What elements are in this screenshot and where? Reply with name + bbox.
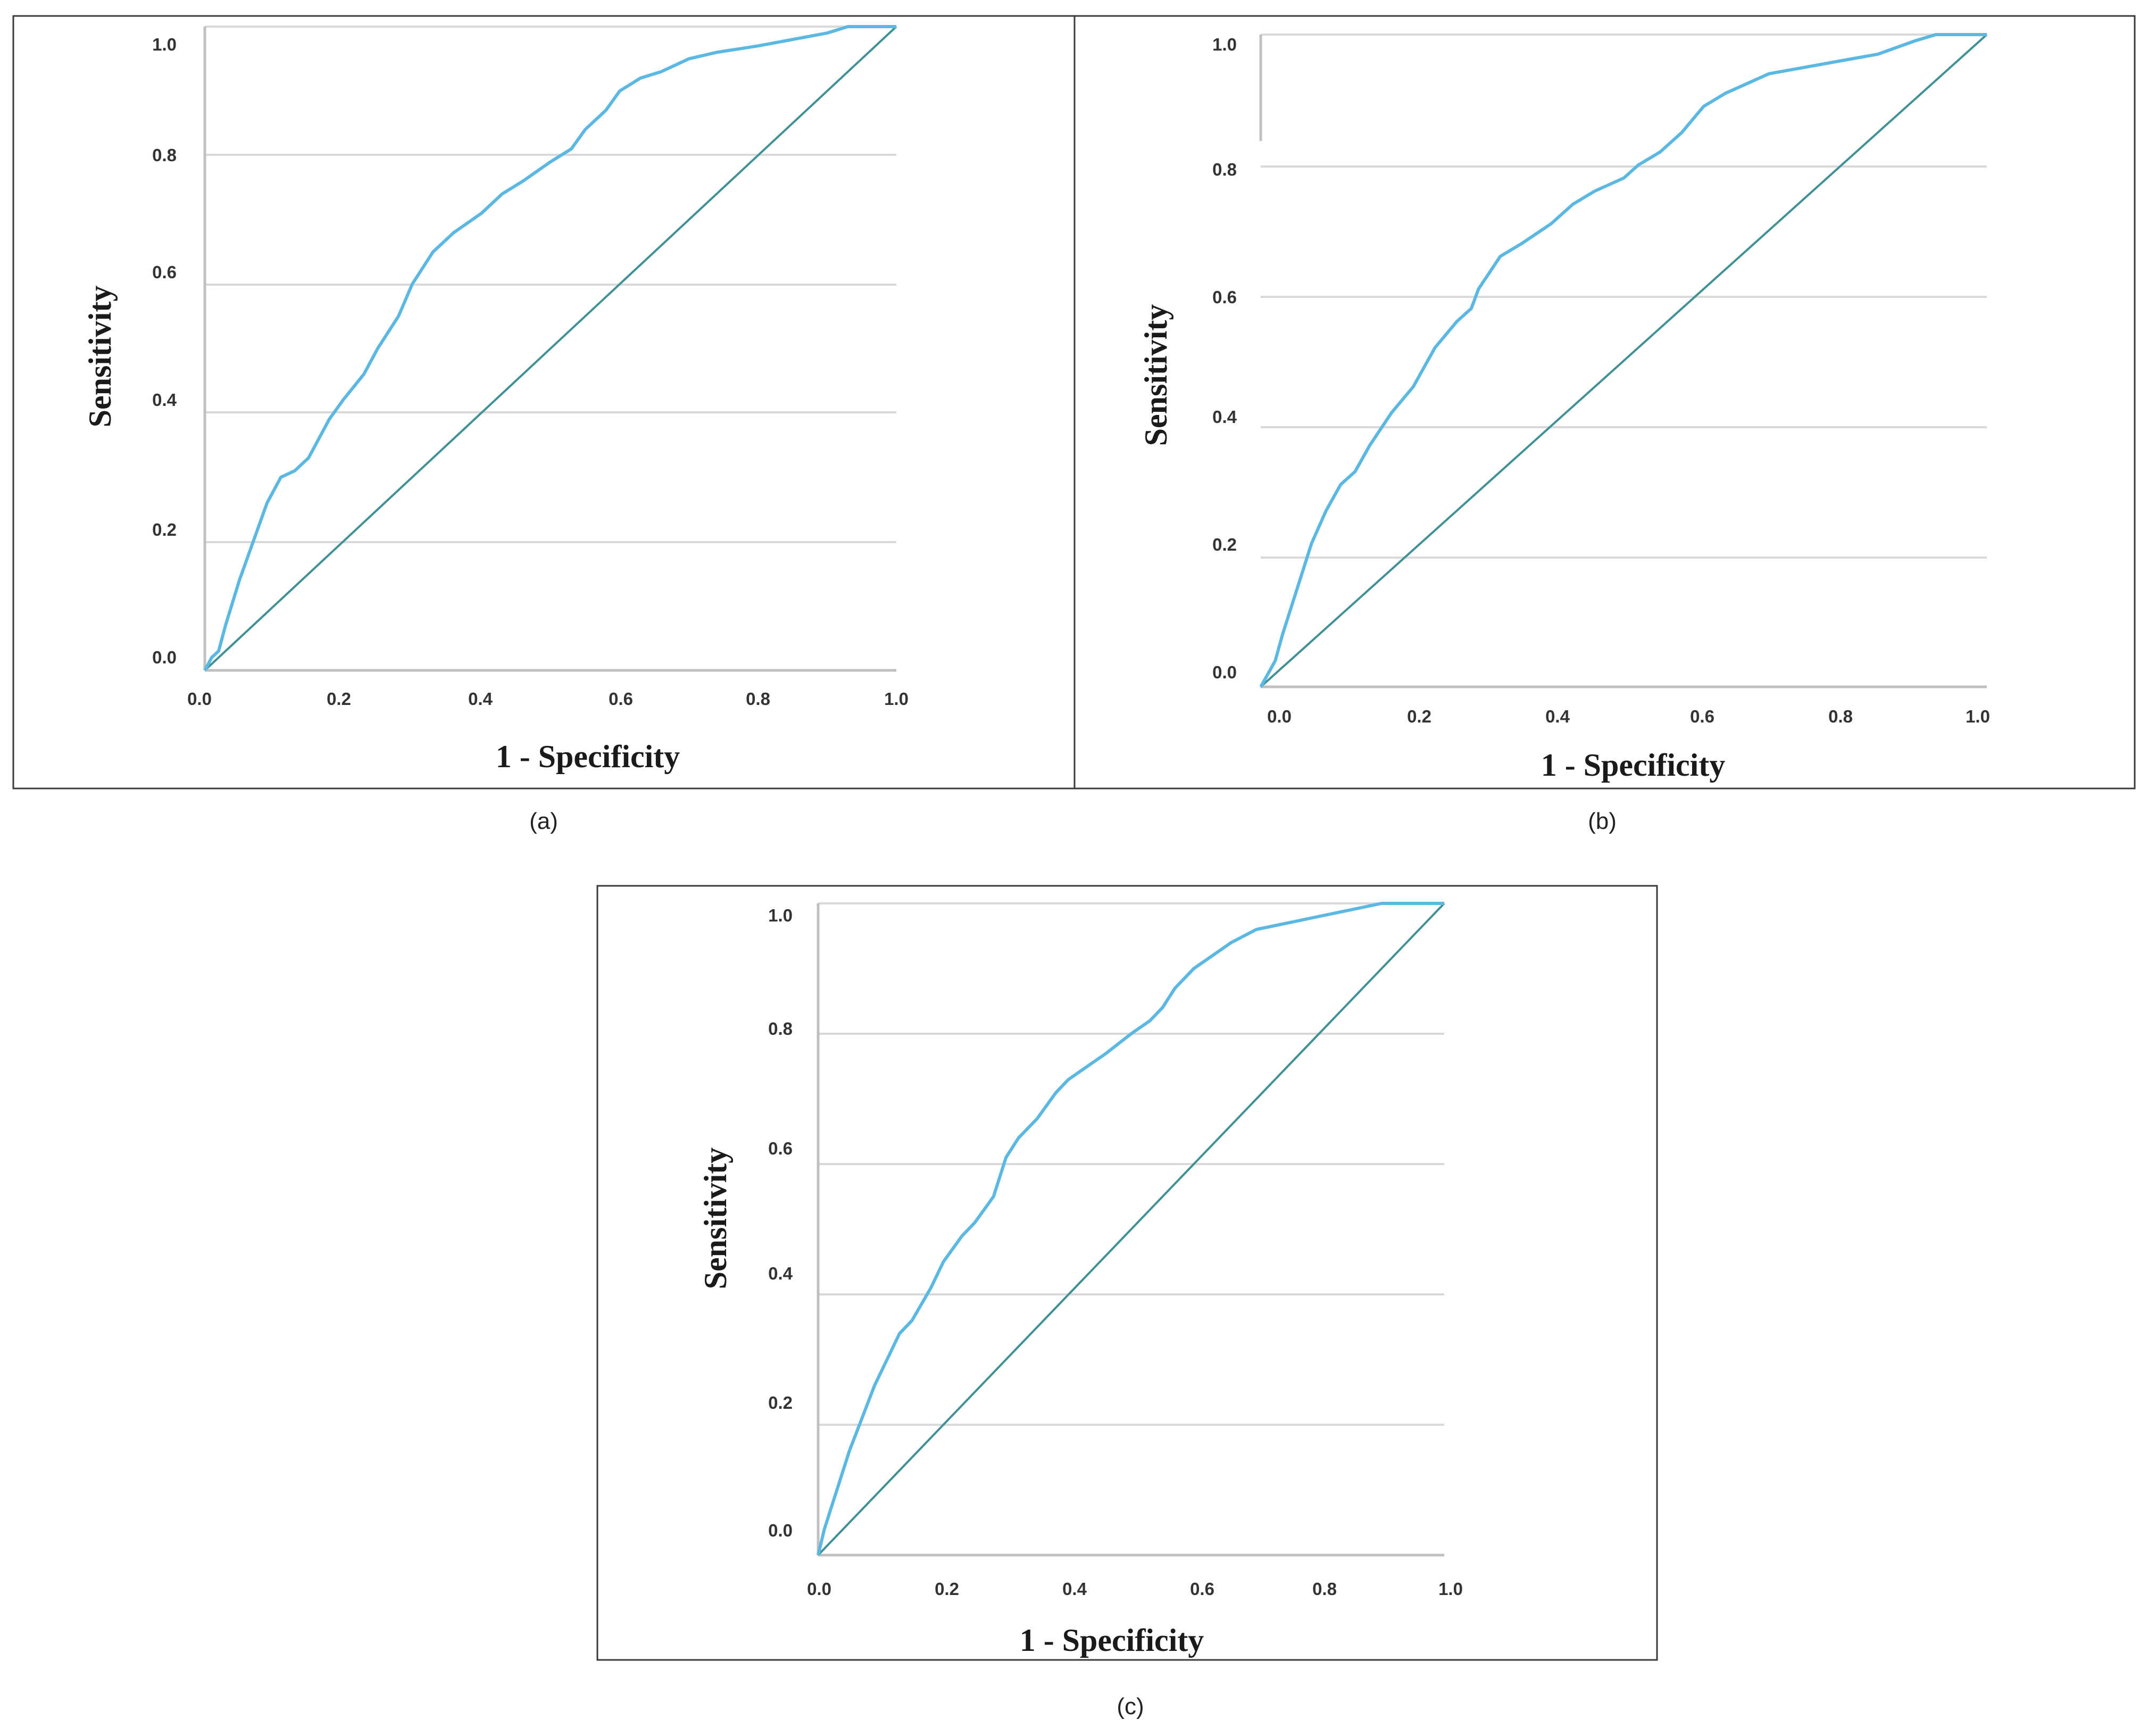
panel-a-xtick-label: 0.8 <box>746 689 770 709</box>
panel-a-ytick-label: 0.2 <box>152 520 177 539</box>
panel-b-ytick-label: 0.6 <box>1212 287 1237 307</box>
panel-b-x-ticks: 0.0 0.2 0.4 0.6 0.8 1.0 <box>1267 707 1990 726</box>
panel-a-ytick-label: 0.0 <box>152 647 177 667</box>
panel-b-ytick-label: 0.8 <box>1212 160 1237 179</box>
panel-a-roc-curve <box>203 25 896 671</box>
panel-c-xtick-label: 0.8 <box>1312 1579 1337 1599</box>
panel-c-xtick-label: 0.0 <box>807 1579 831 1599</box>
panel-b-ytick-label: 1.0 <box>1212 35 1237 54</box>
chart-panel-a: 0.0 0.2 0.4 0.6 0.8 1.0 0.0 0.2 0.4 0.6 … <box>12 15 1076 790</box>
panel-b-xtick-label: 0.6 <box>1690 707 1714 726</box>
panel-a-x-ticks: 0.0 0.2 0.4 0.6 0.8 1.0 <box>187 689 909 709</box>
panel-b-xtick-label: 0.4 <box>1545 707 1570 726</box>
panel-a-x-axis-title: 1 - Specificity <box>496 739 680 774</box>
panel-b-y-axis-title: Sensitivity <box>1138 304 1173 446</box>
panel-a-reference-line <box>204 26 897 671</box>
panel-a-gridlines <box>205 26 896 543</box>
panel-a-xtick-label: 0.0 <box>187 689 212 709</box>
panel-c-ytick-label: 1.0 <box>768 906 793 925</box>
panel-b-xtick-label: 0.2 <box>1407 707 1431 726</box>
panel-b-gridlines <box>1261 34 1987 559</box>
panel-a-y-axis-title: Sensitivity <box>82 286 118 428</box>
panel-b-x-axis-title: 1 - Specificity <box>1541 747 1726 783</box>
panel-b-y-ticks: 0.0 0.2 0.4 0.6 0.8 1.0 <box>1212 35 1237 682</box>
panel-c-xtick-label: 0.2 <box>935 1579 959 1599</box>
panel-b-xtick-label: 1.0 <box>1966 707 1990 726</box>
panel-b-reference-line <box>1260 34 1988 688</box>
panel-c-xtick-label: 0.4 <box>1062 1579 1087 1599</box>
panel-c-x-axis-title: 1 - Specificity <box>1020 1623 1204 1658</box>
chart-panel-c: 0.0 0.2 0.4 0.6 0.8 1.0 0.0 0.2 0.4 0.6 … <box>596 885 1658 1661</box>
panel-b-ytick-label: 0.4 <box>1212 407 1237 427</box>
panel-c-ytick-label: 0.2 <box>768 1393 793 1413</box>
panel-b-roc-curve <box>1259 33 1987 688</box>
panel-a-xtick-label: 0.4 <box>468 689 493 709</box>
panel-c-ytick-label: 0.4 <box>768 1264 793 1283</box>
panel-c-ytick-label: 0.8 <box>768 1019 793 1039</box>
panel-a-ytick-label: 1.0 <box>152 35 177 54</box>
panel-c-x-ticks: 0.0 0.2 0.4 0.6 0.8 1.0 <box>807 1579 1463 1599</box>
panel-a-xtick-label: 0.6 <box>609 689 633 709</box>
panel-c-y-ticks: 0.0 0.2 0.4 0.6 0.8 1.0 <box>768 906 793 1540</box>
panel-a-xtick-label: 0.2 <box>327 689 351 709</box>
panel-a-ytick-label: 0.8 <box>152 145 177 165</box>
panel-a-xtick-label: 1.0 <box>884 689 909 709</box>
chart-panel-b: 0.0 0.2 0.4 0.6 0.8 1.0 0.0 0.2 0.4 0.6 … <box>1073 15 2136 790</box>
panel-b-frame <box>1073 15 2136 790</box>
panel-a-ytick-label: 0.4 <box>152 390 177 410</box>
panel-c-ytick-label: 0.0 <box>768 1521 793 1540</box>
panel-b-xtick-label: 0.0 <box>1267 707 1292 726</box>
panel-c-xtick-label: 1.0 <box>1438 1579 1463 1599</box>
panel-b-ytick-label: 0.0 <box>1212 662 1237 682</box>
panel-c-ytick-label: 0.6 <box>768 1139 793 1158</box>
panel-a-y-ticks: 0.0 0.2 0.4 0.6 0.8 1.0 <box>152 35 177 667</box>
panel-c-y-axis-title: Sensitivity <box>698 1148 733 1290</box>
panel-c-roc-curve <box>817 902 1444 1556</box>
panel-a-caption: (a) <box>529 808 558 834</box>
panel-b-caption: (b) <box>1588 808 1617 834</box>
panel-c-frame <box>596 885 1658 1661</box>
panel-b-xtick-label: 0.8 <box>1828 707 1853 726</box>
panel-c-reference-line <box>817 902 1445 1556</box>
panel-c-xtick-label: 0.6 <box>1190 1579 1214 1599</box>
panel-a-ytick-label: 0.6 <box>152 262 177 282</box>
panel-b-ytick-label: 0.2 <box>1212 535 1237 554</box>
panel-a-frame <box>12 15 1076 790</box>
panel-c-caption: (c) <box>1117 1693 1144 1720</box>
